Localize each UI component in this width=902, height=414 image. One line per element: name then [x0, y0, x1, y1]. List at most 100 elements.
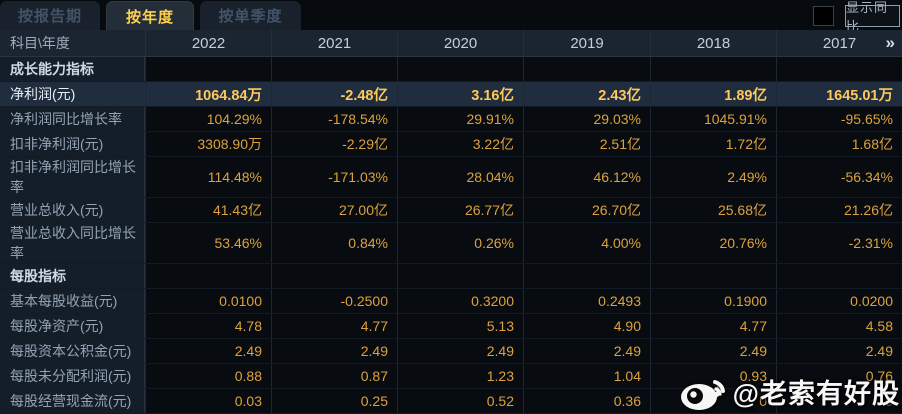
- cell-value: 2.49: [397, 339, 523, 363]
- period-tabbar: 按报告期 按年度 按单季度 显示同比: [0, 0, 902, 34]
- cell-value: 4.90: [523, 314, 650, 338]
- cell-value: 20.76%: [650, 223, 776, 263]
- cell-value: -171.03%: [271, 157, 397, 197]
- row-label: 营业总收入(元): [0, 198, 145, 222]
- cell-value: 0: [650, 389, 776, 413]
- cell-value: 3.16亿: [397, 82, 523, 106]
- cell-value: 0.93: [650, 364, 776, 388]
- cell-value: 3.22亿: [397, 132, 523, 156]
- cell-value: 1.04: [523, 364, 650, 388]
- table-row[interactable]: 营业总收入(元) 41.43亿 27.00亿 26.77亿 26.70亿 25.68亿 21…: [0, 198, 902, 223]
- row-label: 每股未分配利润(元): [0, 364, 145, 388]
- cell-value: 0.52: [397, 389, 523, 413]
- cell-value: 21.26亿: [776, 198, 902, 222]
- cell-value: 27.00亿: [271, 198, 397, 222]
- cell-value: 25.68亿: [650, 198, 776, 222]
- table-body: 成长能力指标 净利润(元) 1064.84万 -2.48亿 3.16亿 2.43亿 1.89…: [0, 57, 902, 414]
- table-row[interactable]: 每股净资产(元) 4.78 4.77 5.13 4.90 4.77 4.58: [0, 314, 902, 339]
- cell-value: 2.43亿: [523, 82, 650, 106]
- cell-value: [523, 264, 650, 288]
- row-label: 扣非净利润(元): [0, 132, 145, 156]
- cell-value: 2.49: [776, 339, 902, 363]
- cell-value: 0.1900: [650, 289, 776, 313]
- cell-value: [145, 57, 271, 81]
- cell-value: 3308.90万: [145, 132, 271, 156]
- year-header-2018[interactable]: 2018: [650, 30, 776, 56]
- row-label: 营业总收入同比增长率: [0, 223, 145, 263]
- cell-value: 4.58: [776, 314, 902, 338]
- cell-value: 4.00%: [523, 223, 650, 263]
- row-label: 净利润(元): [0, 82, 145, 106]
- year-header-2017[interactable]: 2017: [776, 30, 902, 56]
- cell-value: -2.31%: [776, 223, 902, 263]
- cell-value: 1.72亿: [650, 132, 776, 156]
- cell-value: [650, 264, 776, 288]
- cell-value: 0.03: [145, 389, 271, 413]
- tab-by-report-period[interactable]: 按报告期: [0, 1, 100, 30]
- table-row[interactable]: 每股经营现金流(元) 0.03 0.25 0.52 0.36 0 9: [0, 389, 902, 414]
- cell-value: 26.77亿: [397, 198, 523, 222]
- cell-value: 1645.01万: [776, 82, 902, 106]
- show-yoy-button[interactable]: 显示同比: [845, 0, 900, 34]
- table-row[interactable]: 净利润(元) 1064.84万 -2.48亿 3.16亿 2.43亿 1.89亿 1645.…: [0, 82, 902, 107]
- table-row[interactable]: 每股未分配利润(元) 0.88 0.87 1.23 1.04 0.93 0.76: [0, 364, 902, 389]
- cell-value: 4.77: [271, 314, 397, 338]
- table-row[interactable]: 成长能力指标: [0, 57, 902, 82]
- cell-value: 114.48%: [145, 157, 271, 197]
- table-row[interactable]: 扣非净利润同比增长率 114.48% -171.03% 28.04% 46.12% 2.4…: [0, 157, 902, 198]
- row-label: 扣非净利润同比增长率: [0, 157, 145, 197]
- cell-value: [145, 264, 271, 288]
- cell-value: 1.89亿: [650, 82, 776, 106]
- row-label: 每股指标: [0, 264, 145, 288]
- cell-value: 2.49: [650, 339, 776, 363]
- table-row[interactable]: 扣非净利润(元) 3308.90万 -2.29亿 3.22亿 2.51亿 1.72亿 1.6…: [0, 132, 902, 157]
- cell-value: [776, 57, 902, 81]
- tab-by-year[interactable]: 按年度: [106, 1, 194, 30]
- indicators-table: 科目\年度 2022 2021 2020 2019 2018 2017 成长能力…: [0, 30, 902, 414]
- cell-value: 26.70亿: [523, 198, 650, 222]
- cell-value: -2.48亿: [271, 82, 397, 106]
- year-header-2019[interactable]: 2019: [523, 30, 650, 56]
- cell-value: 0.3200: [397, 289, 523, 313]
- corner-header: 科目\年度: [10, 35, 70, 51]
- cell-value: [523, 57, 650, 81]
- table-row[interactable]: 净利润同比增长率 104.29% -178.54% 29.91% 29.03% 1045.…: [0, 107, 902, 132]
- row-label: 每股净资产(元): [0, 314, 145, 338]
- cell-value: [776, 264, 902, 288]
- cell-value: 0.76: [776, 364, 902, 388]
- table-header-row: 科目\年度 2022 2021 2020 2019 2018 2017: [0, 30, 902, 57]
- table-row[interactable]: 每股指标: [0, 264, 902, 289]
- row-label: 成长能力指标: [0, 57, 145, 81]
- table-row[interactable]: 每股资本公积金(元) 2.49 2.49 2.49 2.49 2.49 2.49: [0, 339, 902, 364]
- cell-value: 29.91%: [397, 107, 523, 131]
- cell-value: 0.26%: [397, 223, 523, 263]
- year-header-2021[interactable]: 2021: [271, 30, 397, 56]
- cell-value: 2.49: [523, 339, 650, 363]
- cell-value: -56.34%: [776, 157, 902, 197]
- table-row[interactable]: 基本每股收益(元) 0.0100 -0.2500 0.3200 0.2493 0.1900…: [0, 289, 902, 314]
- cell-value: [397, 57, 523, 81]
- row-label: 每股经营现金流(元): [0, 389, 145, 413]
- table-row[interactable]: 营业总收入同比增长率 53.46% 0.84% 0.26% 4.00% 20.76% -2.…: [0, 223, 902, 264]
- year-header-2020[interactable]: 2020: [397, 30, 523, 56]
- cell-value: 1.23: [397, 364, 523, 388]
- cell-value: -178.54%: [271, 107, 397, 131]
- tab-by-quarter[interactable]: 按单季度: [200, 1, 301, 30]
- more-years-icon[interactable]: »: [885, 33, 895, 52]
- cell-value: 2.49: [145, 339, 271, 363]
- cell-value: [397, 264, 523, 288]
- cell-value: 41.43亿: [145, 198, 271, 222]
- cell-value: 29.03%: [523, 107, 650, 131]
- cell-value: -2.29亿: [271, 132, 397, 156]
- cell-value: 0.0200: [776, 289, 902, 313]
- cell-value: -95.65%: [776, 107, 902, 131]
- cell-value: 53.46%: [145, 223, 271, 263]
- cell-value: 5.13: [397, 314, 523, 338]
- cell-value: 0.84%: [271, 223, 397, 263]
- year-header-2022[interactable]: 2022: [145, 30, 271, 56]
- compare-yoy-checkbox[interactable]: [813, 6, 834, 26]
- cell-value: 0.25: [271, 389, 397, 413]
- cell-value: 0.0100: [145, 289, 271, 313]
- cell-value: -0.2500: [271, 289, 397, 313]
- cell-value: [271, 264, 397, 288]
